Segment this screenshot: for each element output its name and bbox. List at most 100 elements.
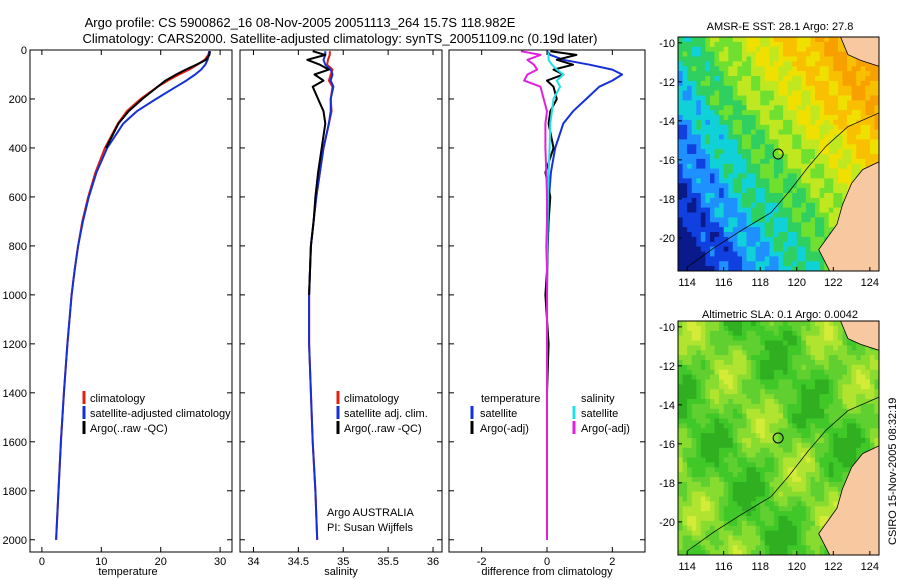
map-cell xyxy=(682,369,688,376)
map-cell xyxy=(710,389,716,395)
map-cell xyxy=(755,163,761,170)
map-cell xyxy=(723,105,729,111)
y-tick-label: 800 xyxy=(9,241,27,253)
map-cell xyxy=(751,261,757,267)
map-cell xyxy=(719,197,725,204)
map-cell xyxy=(764,472,770,478)
map-cell xyxy=(778,37,784,43)
map-cell xyxy=(869,384,876,390)
map-cell xyxy=(691,105,697,111)
legend-label-climatology: climatology xyxy=(90,393,146,405)
map-cell xyxy=(783,511,789,517)
map-cell xyxy=(801,496,807,502)
map-cell xyxy=(847,379,853,385)
map-cell xyxy=(751,399,757,405)
map-cell xyxy=(719,261,725,267)
map-cell xyxy=(737,442,743,449)
map-cell xyxy=(833,271,838,277)
map-cell xyxy=(719,403,725,410)
map-cell xyxy=(732,345,738,351)
bathymetry-contour xyxy=(686,396,879,552)
map-cell xyxy=(778,46,784,53)
map-cell xyxy=(764,144,770,150)
map-cell xyxy=(737,555,742,561)
map-cell xyxy=(815,457,821,463)
map-cell xyxy=(796,66,802,72)
map-cell xyxy=(696,119,702,126)
map-cell xyxy=(760,530,766,537)
map-cell xyxy=(687,491,693,498)
map-cell xyxy=(805,511,812,517)
map-cell xyxy=(755,158,761,165)
map-cell xyxy=(678,516,684,522)
map-cell xyxy=(837,85,844,92)
map-cell xyxy=(760,110,766,116)
map-cell xyxy=(710,261,716,267)
map-cell xyxy=(810,178,816,184)
map-cell xyxy=(719,271,724,277)
map-cell xyxy=(682,212,688,218)
map-cell xyxy=(732,158,738,165)
map-cell xyxy=(760,447,766,454)
map-cell xyxy=(805,80,812,87)
map-cell xyxy=(737,149,743,155)
map-cell xyxy=(728,516,734,522)
map-cell xyxy=(824,355,830,361)
map-cell xyxy=(751,149,757,155)
map-cell xyxy=(805,516,812,522)
map-cell xyxy=(719,80,725,87)
map-cell xyxy=(691,418,697,424)
map-cell xyxy=(824,364,830,371)
map-cell xyxy=(828,197,834,204)
map-cell xyxy=(687,530,693,537)
map-cell xyxy=(796,95,802,101)
map-cell xyxy=(746,66,752,72)
map-cell xyxy=(801,491,807,498)
map-cell xyxy=(837,345,844,351)
map-cell xyxy=(787,236,793,243)
map-cell xyxy=(723,56,729,62)
map-cell xyxy=(796,261,802,267)
map-cell xyxy=(723,516,729,522)
map-cell xyxy=(751,394,757,400)
map-cell xyxy=(828,345,834,351)
map-cell xyxy=(723,330,729,337)
map-cell xyxy=(805,168,812,175)
map-cell xyxy=(773,71,780,77)
map-cell xyxy=(792,227,798,233)
map-cell xyxy=(810,472,816,478)
map-cell xyxy=(783,535,789,541)
map-cell xyxy=(837,472,844,478)
map-cell xyxy=(746,261,752,267)
map-cell xyxy=(737,134,743,140)
map-cell xyxy=(837,168,844,175)
map-cell xyxy=(824,139,830,145)
map-cell xyxy=(810,51,816,58)
map-cell xyxy=(810,227,816,233)
map-cell xyxy=(783,95,789,101)
map-cell xyxy=(847,173,853,179)
map-cell xyxy=(732,535,738,541)
map-cell xyxy=(700,241,706,248)
map-cell xyxy=(710,51,716,58)
map-cell xyxy=(792,335,798,342)
map-cell xyxy=(714,144,720,150)
map-cell xyxy=(796,491,802,498)
map-cell xyxy=(828,477,834,483)
map-cell xyxy=(682,408,688,415)
map-cell xyxy=(687,481,693,488)
map-cell xyxy=(742,496,748,502)
map-cell xyxy=(783,178,789,184)
map-cell xyxy=(842,335,848,342)
map-cell xyxy=(847,360,853,366)
map-cell xyxy=(819,452,825,459)
map-cell xyxy=(796,76,802,82)
map-cell xyxy=(696,335,702,342)
map-cell xyxy=(700,71,706,77)
map-cell xyxy=(801,330,807,337)
map-cell xyxy=(742,491,748,498)
map-cell xyxy=(682,149,688,155)
map-cell xyxy=(815,335,821,342)
map-cell xyxy=(796,457,802,463)
map-cell xyxy=(751,129,757,136)
